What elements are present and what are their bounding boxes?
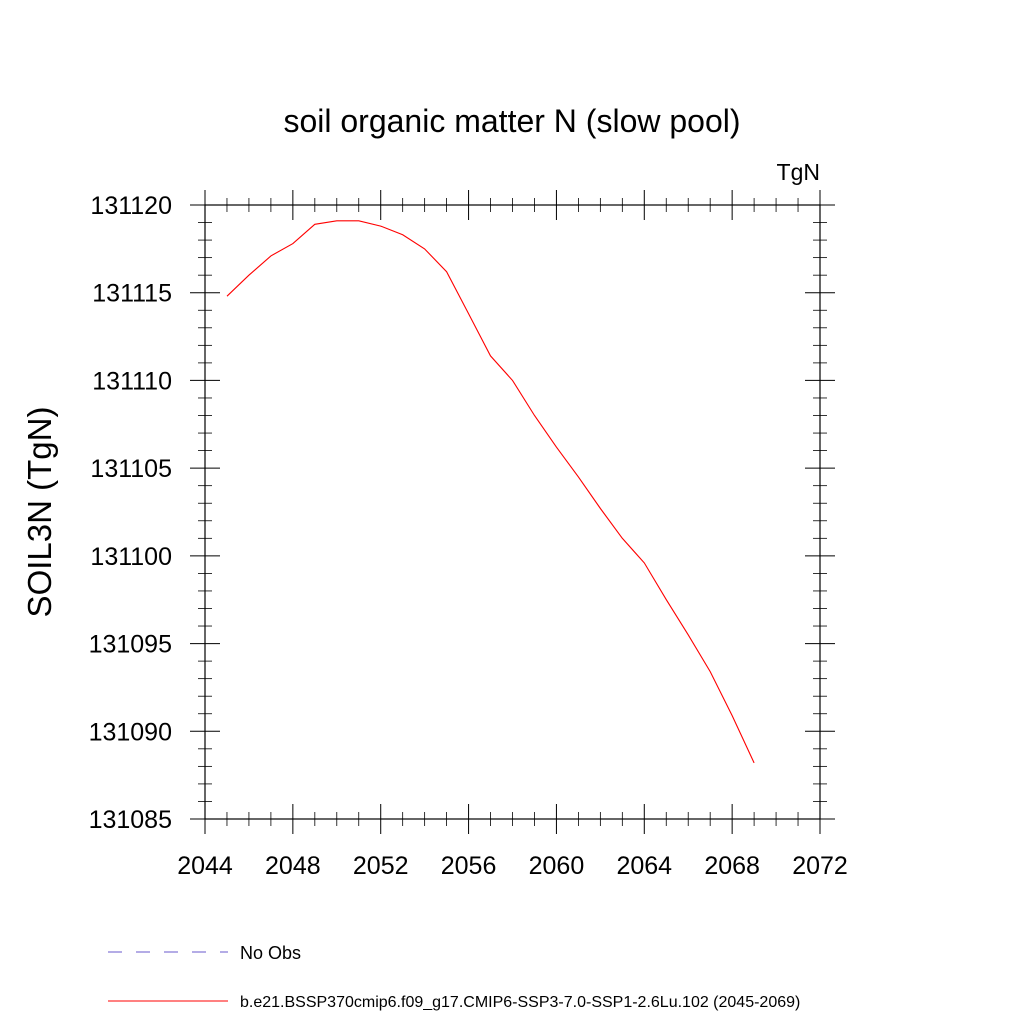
x-tick-label: 2048 [265, 852, 321, 880]
y-tick-label: 131120 [90, 192, 172, 220]
y-tick-labels: 131085 131090 131095 131100 131105 131110 1311… [89, 192, 172, 834]
y-axis-label: SOIL3N (TgN) [21, 407, 58, 618]
x-tick-label: 2044 [177, 852, 233, 880]
legend-label-model: b.e21.BSSP370cmip6.f09_g17.CMIP6-SSP3-7.… [240, 994, 800, 1011]
x-tick-label: 2060 [529, 852, 585, 880]
series-line-0 [226, 220, 755, 764]
x-tick-label: 2064 [616, 852, 672, 880]
y-tick-label: 131090 [89, 718, 172, 746]
x-tick-label: 2072 [792, 852, 848, 880]
y-tick-label: 131095 [89, 631, 172, 659]
units-label: TgN [777, 159, 820, 185]
plot-frame [204, 204, 821, 820]
x-tick-label: 2056 [441, 852, 497, 880]
y-tick-label: 131110 [92, 367, 172, 395]
chart-title: soil organic matter N (slow pool) [283, 103, 740, 139]
y-tick-label: 131115 [92, 280, 172, 308]
series-layer [226, 220, 755, 764]
minor-ticks [198, 198, 827, 826]
y-tick-label: 131085 [89, 806, 172, 834]
legend-label-no-obs: No Obs [240, 943, 301, 963]
x-tick-labels: 2044 2048 2052 2056 2060 2064 2068 2072 [177, 852, 848, 880]
x-tick-label: 2068 [704, 852, 760, 880]
y-tick-label: 131105 [90, 455, 172, 483]
legend: No Obs b.e21.BSSP370cmip6.f09_g17.CMIP6-… [108, 943, 800, 1011]
major-ticks [190, 190, 835, 834]
x-tick-label: 2052 [353, 852, 409, 880]
y-tick-label: 131100 [90, 543, 172, 571]
